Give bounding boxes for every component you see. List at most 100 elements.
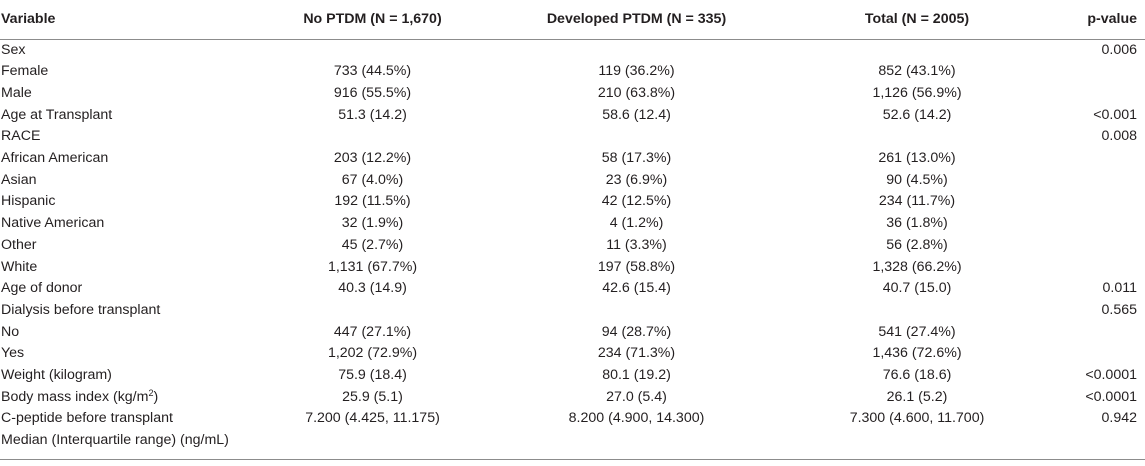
cell-developed-ptdm: 8.200 (4.900, 14.300)	[568, 410, 705, 427]
table-row: C-peptide before transplant 7.200 (4.425…	[0, 408, 1145, 430]
cell-total: 26.1 (5.2)	[886, 388, 948, 405]
cell-p-value	[1056, 148, 1145, 170]
cell-total: 56 (2.8%)	[886, 236, 948, 253]
header-row: Variable No PTDM (N = 1,670) Developed P…	[0, 0, 1145, 40]
cell-developed-ptdm: 27.0 (5.4)	[606, 388, 667, 405]
row-label: RACE	[1, 128, 41, 145]
row-label: Yes	[1, 345, 25, 362]
cell-no-ptdm: 1,202 (72.9%)	[327, 345, 418, 362]
cell-developed-ptdm: 119 (36.2%)	[598, 63, 675, 80]
cell-p-value	[1056, 213, 1145, 235]
table-row: RACE 0.008	[0, 126, 1145, 148]
row-label: Male	[1, 84, 32, 101]
bmi-label-text: Body mass index (kg/m	[1, 388, 149, 405]
header-total: Total (N = 2005)	[778, 0, 1056, 40]
table-row: Dialysis before transplant 0.565	[0, 300, 1145, 322]
row-label: Median (Interquartile range) (ng/mL)	[0, 430, 250, 460]
row-label: Weight (kilogram)	[1, 367, 112, 384]
table-row: Male 916 (55.5%) 210 (63.8%) 1,126 (56.9…	[0, 83, 1145, 105]
header-p-value: p-value	[1056, 0, 1145, 40]
cell-total: 90 (4.5%)	[886, 171, 948, 188]
row-label: No	[1, 323, 20, 340]
cell-developed-ptdm: 58.6 (12.4)	[602, 106, 671, 123]
cell-total: 7.300 (4.600, 11.700)	[849, 410, 985, 427]
header-variable: Variable	[0, 0, 250, 40]
row-label: Other	[1, 236, 37, 253]
cell-p-value: 0.942	[1101, 410, 1137, 427]
cell-p-value	[1056, 430, 1145, 460]
cell-no-ptdm	[250, 430, 495, 460]
cell-developed-ptdm: 197 (58.8%)	[597, 258, 676, 275]
cell-developed-ptdm	[495, 126, 778, 148]
cell-total	[778, 126, 1056, 148]
cell-total: 36 (1.8%)	[886, 215, 948, 232]
cell-developed-ptdm: 234 (71.3%)	[597, 345, 676, 362]
cell-developed-ptdm: 4 (1.2%)	[609, 215, 664, 232]
cell-no-ptdm: 1,131 (67.7%)	[327, 258, 418, 275]
cell-total: 52.6 (14.2)	[882, 106, 952, 123]
cell-no-ptdm: 916 (55.5%)	[333, 84, 412, 101]
cell-no-ptdm: 733 (44.5%)	[333, 63, 412, 80]
row-label: Body mass index (kg/m2)	[0, 387, 250, 409]
table-row: Median (Interquartile range) (ng/mL)	[0, 430, 1145, 460]
row-label: White	[1, 258, 38, 275]
cell-no-ptdm: 192 (11.5%)	[334, 193, 411, 210]
cell-p-value	[1056, 257, 1145, 279]
cell-developed-ptdm: 58 (17.3%)	[601, 150, 672, 167]
cell-no-ptdm: 67 (4.0%)	[341, 171, 404, 188]
cell-total: 234 (11.7%)	[878, 193, 956, 210]
table-row: Female 733 (44.5%) 119 (36.2%) 852 (43.1…	[0, 61, 1145, 83]
table-row: White 1,131 (67.7%) 197 (58.8%) 1,328 (6…	[0, 257, 1145, 279]
row-label: Age of donor	[1, 280, 83, 297]
row-label: Sex	[1, 41, 26, 58]
cell-no-ptdm: 203 (12.2%)	[333, 150, 412, 167]
cell-p-value	[1056, 235, 1145, 257]
row-label: Native American	[1, 215, 105, 232]
cell-total: 261 (13.0%)	[878, 150, 956, 167]
table-row: Other 45 (2.7%) 11 (3.3%) 56 (2.8%)	[0, 235, 1145, 257]
cell-developed-ptdm: 23 (6.9%)	[605, 171, 668, 188]
cell-total	[778, 39, 1056, 61]
cell-developed-ptdm: 80.1 (19.2)	[602, 367, 671, 384]
table-row: Age at Transplant 51.3 (14.2) 58.6 (12.4…	[0, 105, 1145, 127]
cell-no-ptdm	[250, 126, 495, 148]
header-developed-ptdm: Developed PTDM (N = 335)	[495, 0, 778, 40]
row-label: Asian	[1, 171, 37, 188]
row-label: C-peptide before transplant	[1, 410, 173, 427]
cell-developed-ptdm: 210 (63.8%)	[597, 84, 676, 101]
cell-developed-ptdm: 42 (12.5%)	[601, 193, 672, 210]
cell-p-value	[1056, 61, 1145, 83]
cell-total: 1,126 (56.9%)	[872, 84, 962, 101]
cell-no-ptdm: 75.9 (18.4)	[338, 367, 407, 384]
cell-total: 40.7 (15.0)	[882, 280, 952, 297]
cell-p-value	[1056, 83, 1145, 105]
cell-no-ptdm	[250, 300, 495, 322]
cell-total	[778, 430, 1056, 460]
cell-p-value	[1056, 322, 1145, 344]
cell-no-ptdm: 51.3 (14.2)	[338, 106, 407, 123]
table-row: African American 203 (12.2%) 58 (17.3%) …	[0, 148, 1145, 170]
table-row: Body mass index (kg/m2) 25.9 (5.1) 27.0 …	[0, 387, 1145, 409]
cell-developed-ptdm: 11 (3.3%)	[606, 236, 667, 253]
cell-p-value	[1056, 170, 1145, 192]
table-row: Yes 1,202 (72.9%) 234 (71.3%) 1,436 (72.…	[0, 343, 1145, 365]
table-row: No 447 (27.1%) 94 (28.7%) 541 (27.4%)	[0, 322, 1145, 344]
table-row: Weight (kilogram) 75.9 (18.4) 80.1 (19.2…	[0, 365, 1145, 387]
cell-developed-ptdm: 42.6 (15.4)	[602, 280, 671, 297]
cell-total: 541 (27.4%)	[878, 323, 956, 340]
table-row: Native American 32 (1.9%) 4 (1.2%) 36 (1…	[0, 213, 1145, 235]
cell-no-ptdm: 45 (2.7%)	[341, 236, 404, 253]
table-row: Hispanic 192 (11.5%) 42 (12.5%) 234 (11.…	[0, 191, 1145, 213]
cell-total: 76.6 (18.6)	[882, 367, 952, 384]
cell-developed-ptdm	[495, 430, 778, 460]
cell-p-value: <0.001	[1093, 106, 1137, 123]
cell-no-ptdm: 40.3 (14.9)	[338, 280, 407, 297]
cell-p-value	[1056, 343, 1145, 365]
cell-total	[778, 300, 1056, 322]
cell-no-ptdm: 7.200 (4.425, 11.175)	[305, 410, 440, 427]
cell-total: 852 (43.1%)	[878, 63, 956, 80]
table-row: Sex 0.006	[0, 39, 1145, 61]
cell-developed-ptdm	[495, 39, 778, 61]
row-label: African American	[1, 150, 109, 167]
